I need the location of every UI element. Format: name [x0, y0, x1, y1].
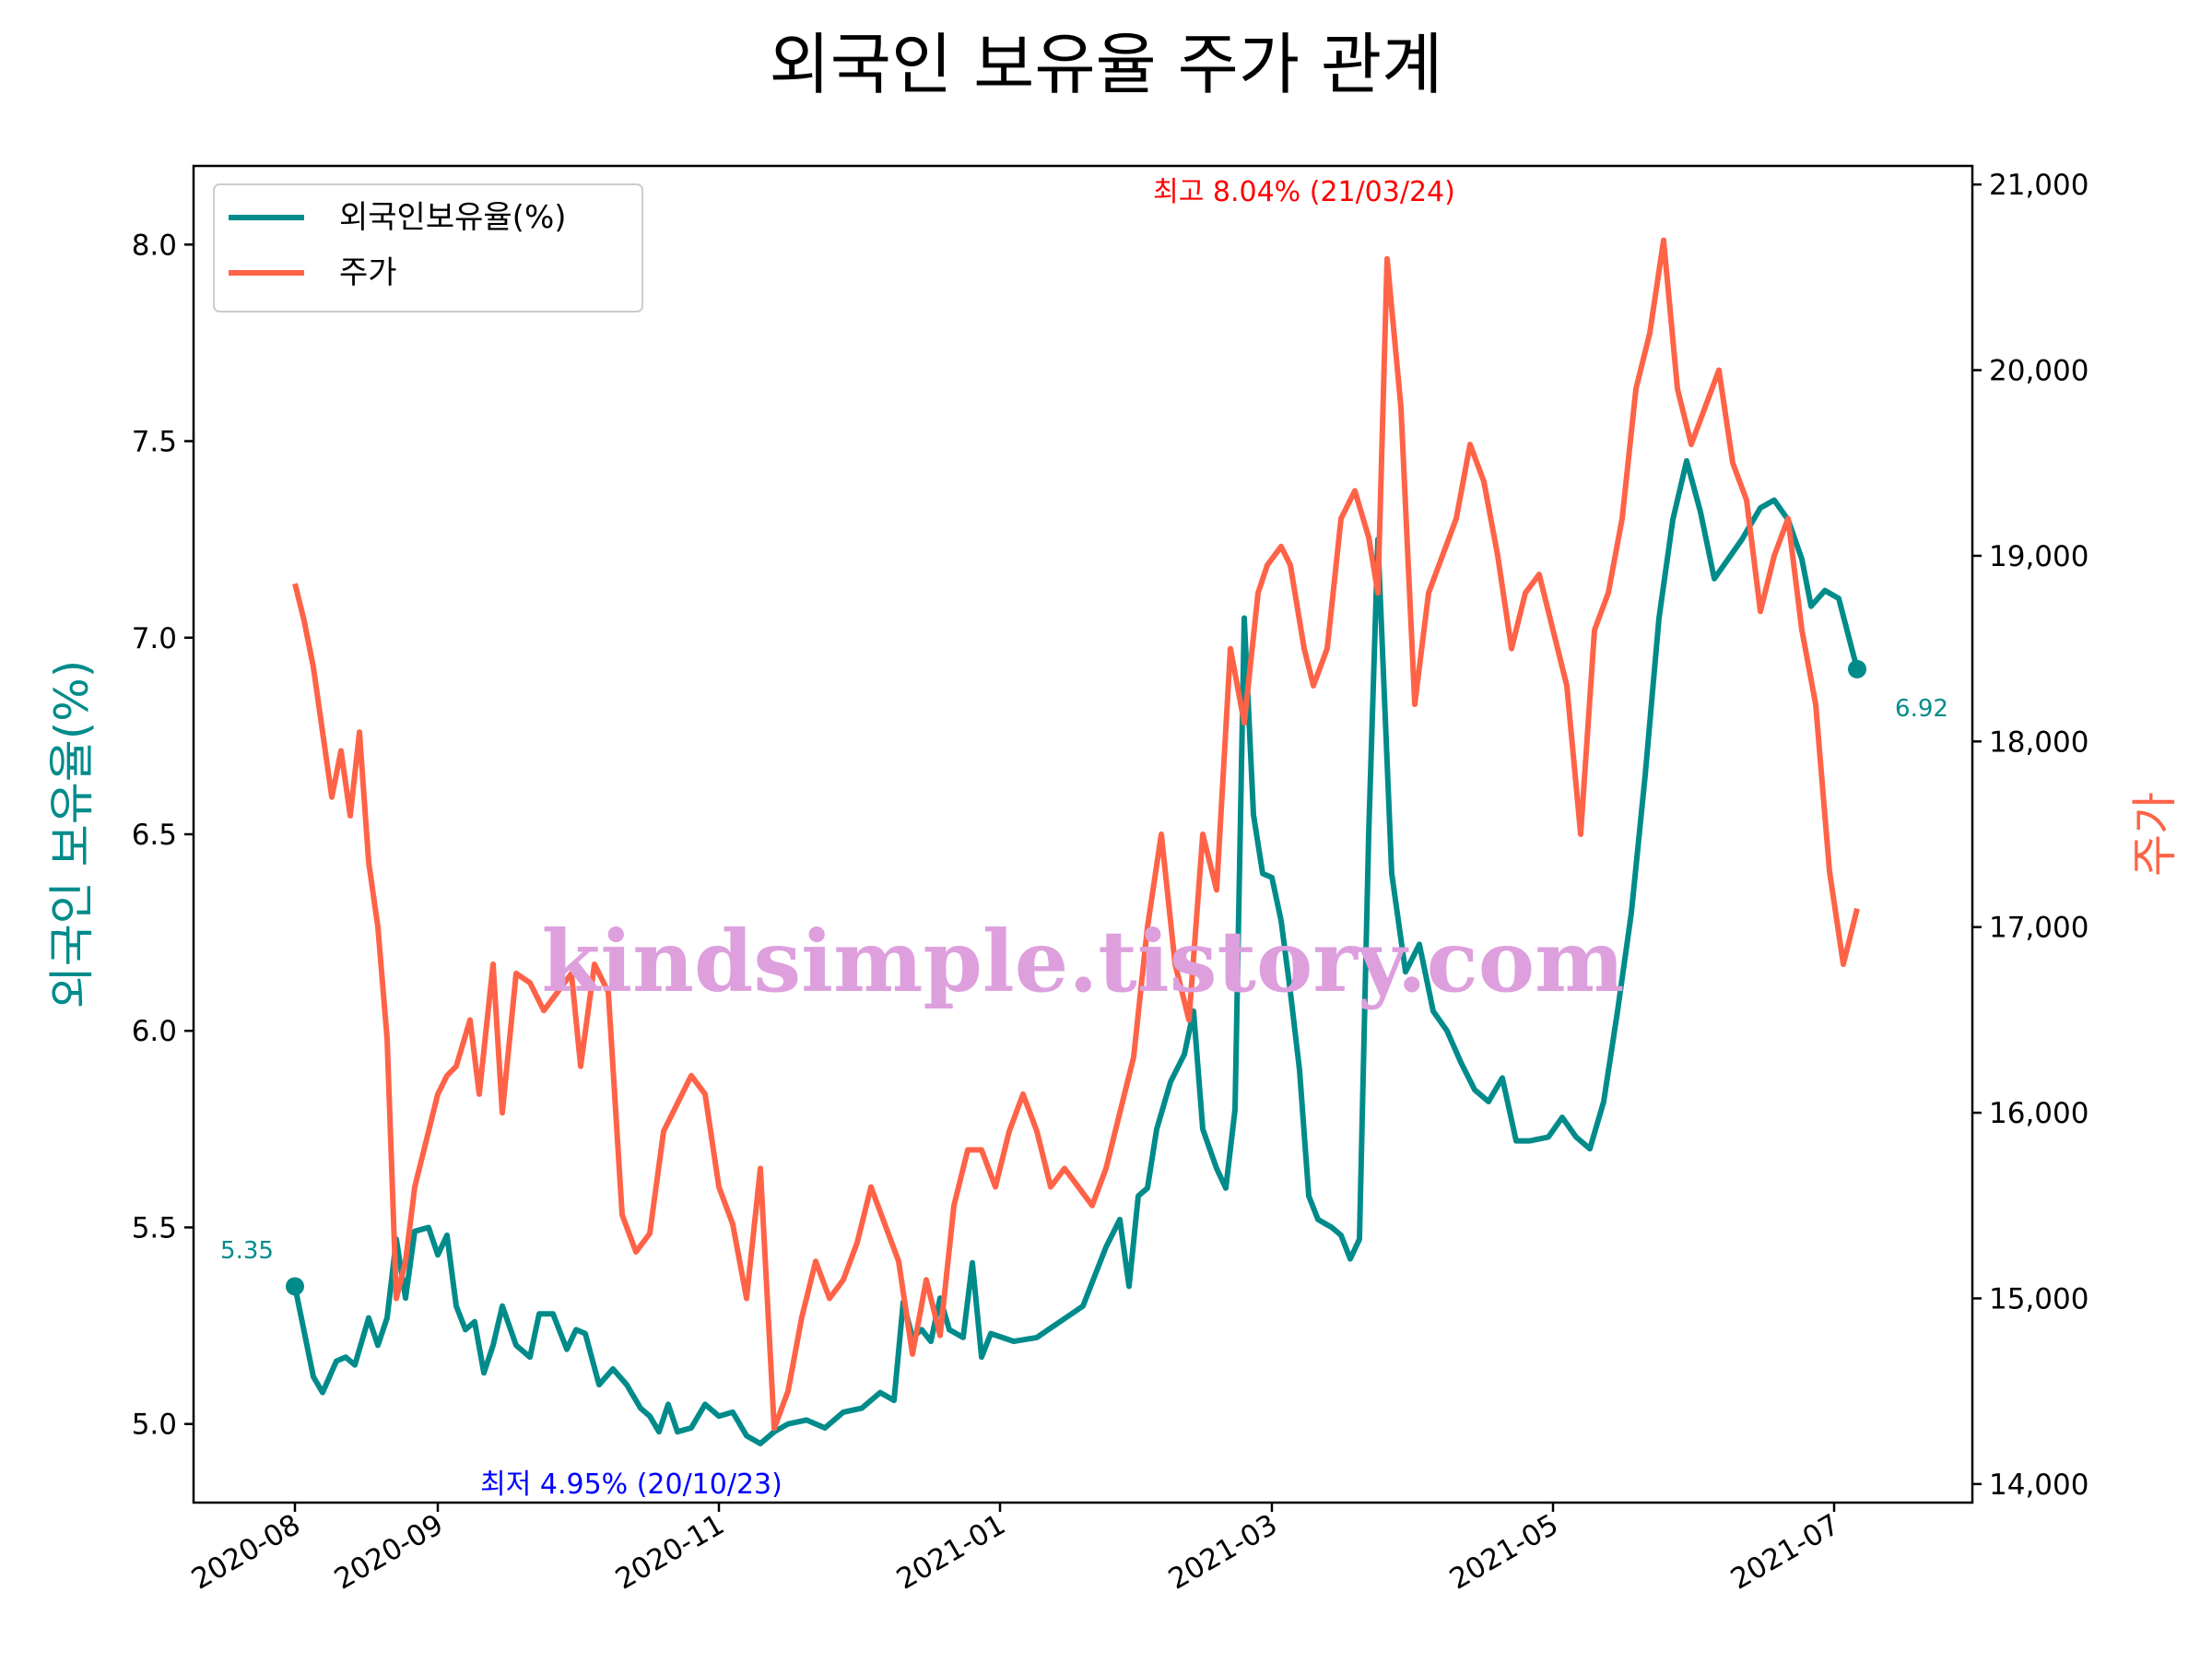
x-tick-label: 2020-09 — [329, 1508, 449, 1597]
end-value-label: 6.92 — [1895, 695, 1948, 723]
x-tick-label: 2020-11 — [610, 1508, 730, 1597]
start-point-marker — [286, 1277, 304, 1296]
right-tick-label: 16,000 — [1989, 1097, 2088, 1130]
ownership-line — [292, 457, 1860, 1446]
right-tick-label: 14,000 — [1989, 1468, 2088, 1502]
min-annotation: 최저 4.95% (20/10/23) — [480, 1468, 782, 1501]
x-axis: 2020-08 2020-09 2020-11 2021-01 2021-03 2021-… — [186, 1503, 1845, 1597]
x-tick-label: 2021-07 — [1725, 1508, 1845, 1597]
chart-title: 외국인 보유율 주가 관계 — [769, 26, 1442, 103]
x-tick-label: 2021-05 — [1444, 1508, 1564, 1597]
left-tick-label: 7.0 — [132, 622, 177, 655]
right-tick-label: 18,000 — [1989, 725, 2088, 759]
left-tick-label: 5.0 — [132, 1409, 177, 1442]
left-tick-label: 5.5 — [132, 1211, 177, 1244]
watermark: kindsimple.tistory.com — [541, 912, 1624, 1011]
x-tick-label: 2021-03 — [1163, 1508, 1283, 1597]
right-tick-label: 17,000 — [1989, 912, 2088, 945]
left-y-axis: 5.0 5.5 6.0 6.5 7.0 7.5 8.0 — [132, 229, 194, 1442]
x-tick-label: 2021-01 — [891, 1508, 1011, 1597]
left-tick-label: 8.0 — [132, 229, 177, 262]
left-axis-label: 외국인 보유율(%) — [45, 660, 99, 1008]
right-axis-label: 주가 — [2128, 792, 2182, 877]
right-tick-label: 21,000 — [1989, 169, 2088, 202]
left-tick-label: 6.5 — [132, 819, 177, 852]
right-tick-label: 20,000 — [1989, 355, 2088, 388]
x-tick-label: 2020-08 — [186, 1508, 306, 1597]
series-layer — [286, 237, 1866, 1446]
legend-label-price: 주가 — [339, 254, 397, 291]
price-line — [292, 237, 1860, 1432]
right-y-axis: 14,000 15,000 16,000 17,000 18,000 19,000 20,0… — [1972, 169, 2088, 1502]
right-tick-label: 15,000 — [1989, 1282, 2088, 1315]
legend-box — [213, 183, 643, 313]
max-annotation: 최고 8.04% (21/03/24) — [1153, 176, 1455, 208]
end-point-marker — [1848, 659, 1866, 678]
legend: 외국인보유율(%) 주가 — [213, 183, 643, 313]
right-tick-label: 19,000 — [1989, 540, 2088, 573]
left-tick-label: 7.5 — [132, 426, 177, 459]
left-tick-label: 6.0 — [132, 1015, 177, 1048]
start-value-label: 5.35 — [220, 1237, 274, 1265]
legend-label-ownership: 외국인보유율(%) — [339, 199, 567, 236]
